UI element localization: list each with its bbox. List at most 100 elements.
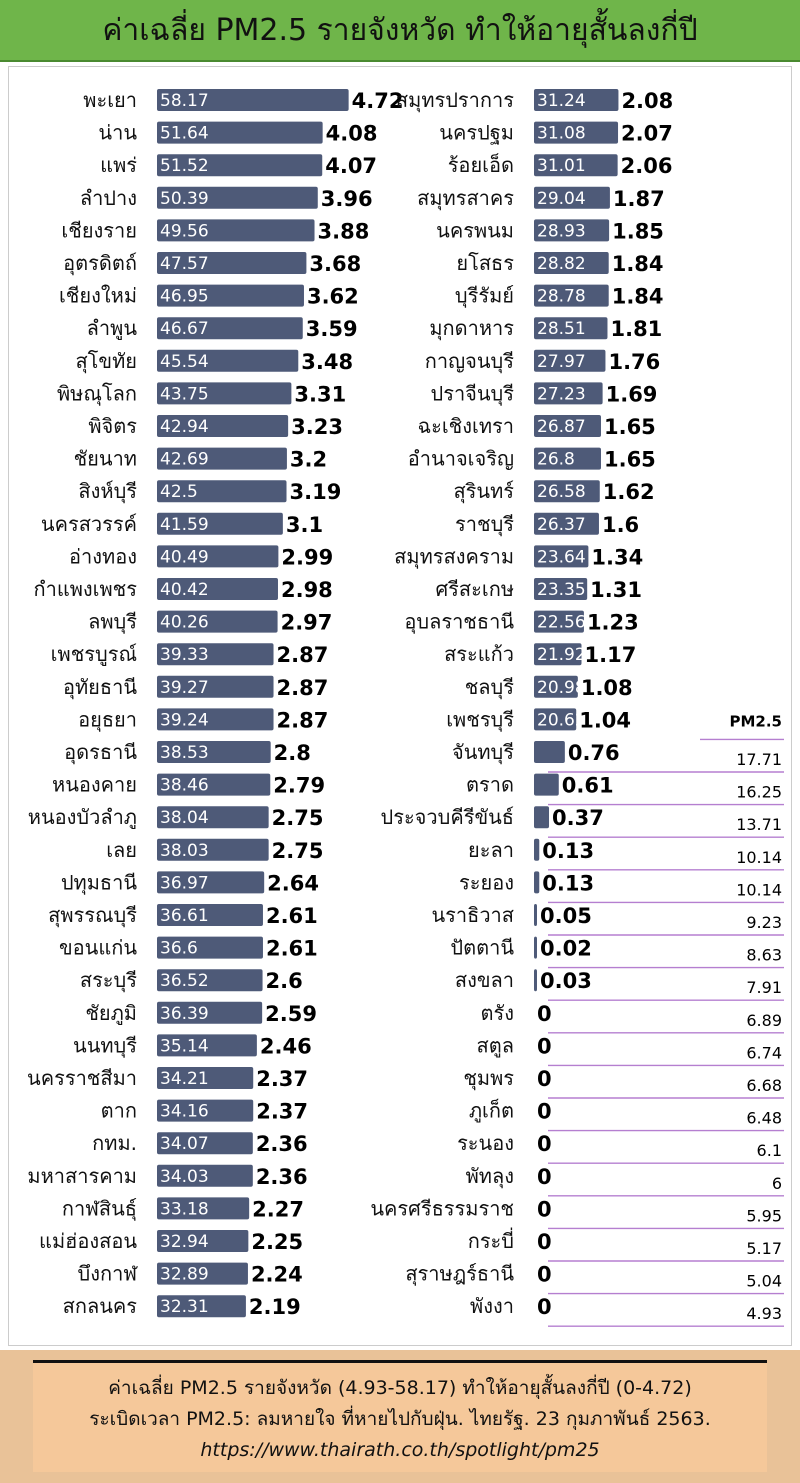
pm25-side-value: 13.71 <box>736 815 782 834</box>
province-label: สระบุรี <box>80 968 137 993</box>
bar-pm25-label: 42.5 <box>160 482 198 502</box>
bar <box>157 904 263 926</box>
years-lost-label: 0.05 <box>540 904 592 928</box>
years-lost-label: 2.59 <box>265 1002 317 1026</box>
bar <box>157 447 287 470</box>
province-label: สงขลา <box>455 968 514 992</box>
province-label: สิงห์บุรี <box>78 479 137 504</box>
bar <box>157 838 269 861</box>
years-lost-label: 1.6 <box>602 513 639 537</box>
bar <box>157 415 289 437</box>
years-lost-label: 2.8 <box>274 741 311 765</box>
bar-pm25-label: 38.46 <box>160 776 209 796</box>
bar-pm25-label: 28.82 <box>537 254 586 274</box>
pm25-side-value: 9.23 <box>746 913 782 932</box>
years-lost-label: 0 <box>537 1230 552 1254</box>
bar <box>157 89 349 111</box>
years-lost-label: 2.08 <box>621 89 673 113</box>
bar <box>534 154 618 177</box>
years-lost-label: 2.61 <box>266 904 318 928</box>
bar-pm25-label: 51.64 <box>160 124 209 144</box>
years-lost-label: 2.99 <box>281 545 333 569</box>
pm25-side-value: 6.1 <box>757 1141 782 1160</box>
province-label: สตูล <box>477 1033 514 1058</box>
bar-pm25-label: 32.31 <box>160 1297 209 1317</box>
pm25-side-value: 17.71 <box>736 750 782 769</box>
province-label: อำนาจเจริญ <box>408 447 514 471</box>
years-lost-label: 2.97 <box>281 611 333 635</box>
years-lost-label: 1.69 <box>606 382 658 406</box>
bar-pm25-label: 46.67 <box>160 319 209 339</box>
province-label: เพชรบุรี <box>446 707 514 732</box>
footer-citation: ค่าเฉลี่ย PM2.5 รายจังหวัด (4.93-58.17) … <box>33 1360 767 1472</box>
bar-pm25-label: 26.87 <box>537 417 586 437</box>
years-lost-label: 0.76 <box>568 741 620 765</box>
province-label: ยโสธร <box>456 251 514 275</box>
bar-pm25-label: 34.16 <box>160 1102 209 1122</box>
province-label: กระบี่ <box>468 1227 514 1253</box>
province-label: อ่างทอง <box>69 544 137 568</box>
bar <box>534 578 588 600</box>
bar-pm25-label: 38.03 <box>160 841 209 861</box>
pm25-side-value: 5.95 <box>746 1206 782 1225</box>
bar <box>157 186 318 209</box>
bar-pm25-label: 34.03 <box>160 1167 209 1187</box>
bar-pm25-label: 50.39 <box>160 189 209 209</box>
bar <box>534 317 608 340</box>
bar-pm25-label: 39.27 <box>160 678 209 698</box>
bar-pm25-label: 36.39 <box>160 1004 209 1024</box>
province-label: นครปฐม <box>439 121 514 145</box>
pm25-bar-chart: พะเยา 58.17 4.72 น่าน 51.64 4.08 แพร่ 51.52 4.07… <box>27 88 784 1327</box>
chart-title-bar: ค่าเฉลี่ย PM2.5 รายจังหวัด ทำให้อายุสั้น… <box>0 0 800 62</box>
bar-pm25-label: 47.57 <box>160 254 209 274</box>
years-lost-label: 2.37 <box>256 1067 308 1091</box>
years-lost-label: 1.04 <box>579 708 631 732</box>
bar <box>534 219 610 242</box>
province-label: ร้อยเอ็ด <box>448 152 514 177</box>
pm25-side-value: 10.14 <box>736 848 782 867</box>
years-lost-label: 2.46 <box>260 1034 312 1058</box>
years-lost-label: 3.59 <box>306 317 358 341</box>
province-label: สระแก้ว <box>444 642 514 666</box>
years-lost-label: 2.75 <box>272 806 324 830</box>
pm25-side-value: 16.25 <box>736 783 782 802</box>
bar <box>534 806 550 829</box>
years-lost-label: 2.37 <box>256 1100 308 1124</box>
bar-pm25-label: 38.53 <box>160 743 209 763</box>
years-lost-label: 4.07 <box>325 154 377 178</box>
province-label: สกลนคร <box>63 1294 138 1318</box>
years-lost-label: 3.31 <box>294 382 346 406</box>
footer-url[interactable]: https://www.thairath.co.th/spotlight/pm2… <box>200 1439 600 1461</box>
pm25-side-value: 10.14 <box>736 880 782 899</box>
years-lost-label: 2.87 <box>277 708 329 732</box>
bar <box>157 1295 246 1318</box>
province-label: เพชรบูรณ์ <box>51 642 137 667</box>
province-label: สมุทรสาคร <box>417 186 514 211</box>
province-label: นราธิวาส <box>431 903 514 927</box>
bar <box>157 1197 250 1220</box>
bar-pm25-label: 21.92 <box>537 645 586 665</box>
years-lost-label: 3.19 <box>290 480 342 504</box>
province-label: สุโขทัย <box>75 349 137 374</box>
bar-pm25-label: 42.69 <box>160 450 209 470</box>
bar <box>534 382 603 405</box>
bar <box>534 708 577 731</box>
province-label: ระยอง <box>459 870 514 894</box>
years-lost-label: 3.2 <box>290 448 327 472</box>
province-label: พิษณุโลก <box>57 381 137 406</box>
years-lost-label: 0.03 <box>540 969 592 993</box>
footer-summary: ค่าเฉลี่ย PM2.5 รายจังหวัด (4.93-58.17) … <box>108 1377 692 1399</box>
bar <box>157 675 274 698</box>
province-label: กาญจนบุรี <box>425 349 514 374</box>
province-label: น่าน <box>98 121 137 145</box>
years-lost-label: 2.36 <box>256 1132 308 1156</box>
bar-pm25-label: 40.26 <box>160 613 209 633</box>
bar <box>534 512 599 535</box>
years-lost-label: 3.48 <box>301 350 353 374</box>
pm25-side-value: 6.89 <box>746 1011 782 1030</box>
bar <box>534 675 578 698</box>
bar <box>534 773 559 796</box>
years-lost-label: 0 <box>537 1034 552 1058</box>
bar <box>157 219 315 242</box>
province-label: อุทัยธานี <box>63 675 137 700</box>
